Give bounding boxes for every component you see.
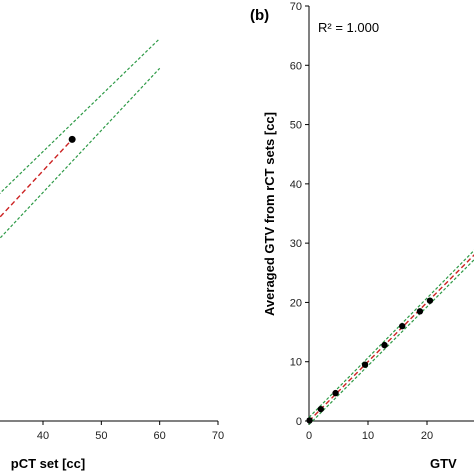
panel-b-point [317, 405, 324, 413]
panel-a-x-tick-label: 70 [212, 430, 224, 442]
panel-b-y-tick-label: 40 [290, 179, 302, 191]
panel-a-band-lower [0, 67, 161, 240]
panel-a-points [68, 135, 76, 143]
panel-b-x-tick-label: 10 [362, 430, 374, 442]
panel-b-fit-line [308, 254, 474, 422]
panel-b-point [416, 308, 424, 315]
panel-b-y-tick-label: 0 [296, 416, 302, 428]
panel-b-y-tick-label: 30 [290, 238, 302, 250]
panel-b-point [399, 322, 406, 330]
panel-b-fit [308, 254, 474, 422]
panel-b: (b) R² = 1.000 0 10 20 30 40 50 60 70 0 10 20 Ave… [250, 1, 474, 471]
panel-b-point [381, 341, 388, 349]
panel-a-band-upper [0, 38, 161, 195]
panel-b-label: (b) [250, 7, 269, 24]
panel-b-point [332, 389, 339, 397]
panel-b-y-tick-label: 70 [290, 1, 302, 13]
panel-b-points [306, 297, 434, 424]
panel-b-point [361, 361, 369, 368]
panel-b-band-upper [308, 249, 474, 418]
panel-b-point [306, 417, 313, 424]
panel-a-confidence-band [0, 38, 161, 240]
panel-b-y-tick-label: 60 [290, 60, 302, 72]
panel-b-x-ticks: 0 10 20 [306, 421, 433, 442]
panel-b-r-squared: R² = 1.000 [318, 20, 379, 35]
panel-b-y-tick-label: 50 [290, 120, 302, 132]
panel-a: 40 50 60 70 pCT set [cc] [0, 38, 224, 471]
panel-b-x-axis-label: GTV [430, 456, 457, 471]
panel-b-y-ticks: 0 10 20 30 40 50 60 70 [290, 1, 309, 428]
panel-b-band-lower [308, 259, 474, 426]
panel-b-y-tick-label: 10 [290, 357, 302, 369]
panel-b-x-tick-label: 20 [421, 430, 433, 442]
panel-a-x-axis-label: pCT set [cc] [11, 456, 85, 471]
panel-b-y-tick-label: 20 [290, 297, 302, 309]
panel-a-fit-line [0, 138, 73, 219]
panel-a-x-tick-label: 60 [154, 430, 166, 442]
panel-b-y-axis-label: Averaged GTV from rCT sets [cc] [262, 112, 277, 316]
panel-b-point [426, 297, 434, 304]
panel-a-x-tick-label: 40 [37, 430, 49, 442]
panel-a-point [68, 135, 76, 143]
panel-a-x-tick-label: 50 [95, 430, 107, 442]
panel-a-x-ticks: 40 50 60 70 [37, 421, 224, 442]
panel-a-fit [0, 138, 73, 219]
panel-b-confidence-band [308, 249, 474, 426]
panel-b-x-tick-label: 0 [306, 430, 312, 442]
